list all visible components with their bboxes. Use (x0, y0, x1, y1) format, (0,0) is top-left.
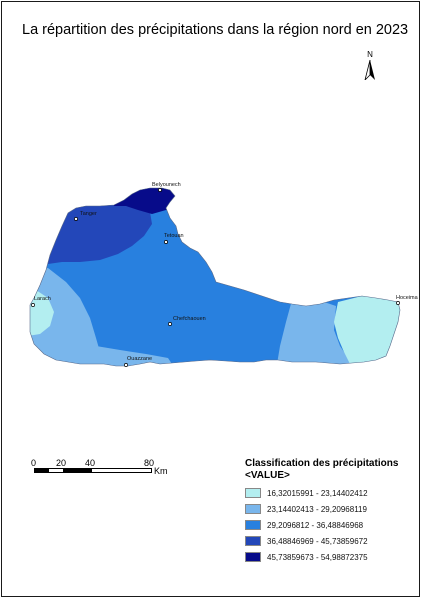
zone-class-2-east (276, 300, 352, 366)
city-label-ouazzane: Ouazzane (127, 356, 153, 362)
scale-seg-4 (92, 469, 151, 472)
zone-class-1-west (30, 288, 54, 336)
legend-label-3: 29,2096812 - 36,48846968 (267, 520, 364, 530)
scale-seg-1 (35, 469, 49, 472)
city-label-larach: Larach (34, 296, 51, 302)
city-marker-larach (31, 303, 35, 307)
legend-title: Classification des précipitations (245, 458, 399, 469)
city-marker-tanger (74, 217, 78, 221)
scale-label-20: 20 (56, 458, 67, 468)
legend-label-1: 16,32015991 - 23,14402412 (267, 488, 368, 498)
city-label-hoceima: Hoceima (396, 295, 418, 301)
scale-unit: Km (154, 466, 168, 476)
map-title: La répartition des précipitations dans l… (22, 22, 409, 38)
legend-swatch-1 (245, 488, 261, 498)
scale-seg-2 (49, 469, 63, 472)
legend: Classification des précipitations <VALUE… (245, 458, 415, 565)
zone-class-2-west (30, 268, 112, 366)
legend-item: 23,14402413 - 29,20968119 (245, 501, 415, 517)
legend-label-5: 45,73859673 - 54,98872375 (267, 552, 368, 562)
north-arrow: N (362, 50, 378, 80)
legend-swatch-4 (245, 536, 261, 546)
legend-swatch-3 (245, 520, 261, 530)
legend-item: 36,48846969 - 45,73859672 (245, 533, 415, 549)
north-arrow-icon (364, 60, 375, 80)
scale-labels: 0 20 40 80 (31, 458, 184, 468)
city-marker-tetouan (164, 240, 168, 244)
scale-label-0: 0 (31, 458, 37, 468)
region-outline (29, 187, 401, 367)
legend-label-4: 36,48846969 - 45,73859672 (267, 536, 368, 546)
city-markers (31, 188, 400, 367)
legend-field: <VALUE> (245, 470, 290, 481)
legend-item: 45,73859673 - 54,98872375 (245, 549, 415, 565)
city-label-belyounech: Belyounech (152, 182, 181, 188)
legend-item: 29,2096812 - 36,48846968 (245, 517, 415, 533)
scale-track (34, 468, 152, 473)
legend-label-2: 23,14402413 - 29,20968119 (267, 504, 367, 514)
legend-swatch-5 (245, 552, 261, 562)
city-label-chefchaouen: Chefchaouen (173, 316, 206, 322)
north-label: N (367, 50, 373, 59)
legend-item: 16,32015991 - 23,14402412 (245, 485, 415, 501)
city-label-tetouan: Tetouan (164, 233, 184, 239)
city-label-tanger: Tanger (80, 211, 97, 217)
zone-class-4 (40, 200, 152, 264)
scale-label-80: 80 (144, 458, 155, 468)
city-marker-ouazzane (124, 363, 128, 367)
scale-label-40: 40 (85, 458, 96, 468)
city-marker-chefchaouen (168, 322, 172, 326)
legend-swatch-2 (245, 504, 261, 514)
scale-seg-3 (63, 469, 92, 472)
city-marker-belyounech (158, 188, 162, 192)
city-marker-hoceima (396, 301, 400, 305)
